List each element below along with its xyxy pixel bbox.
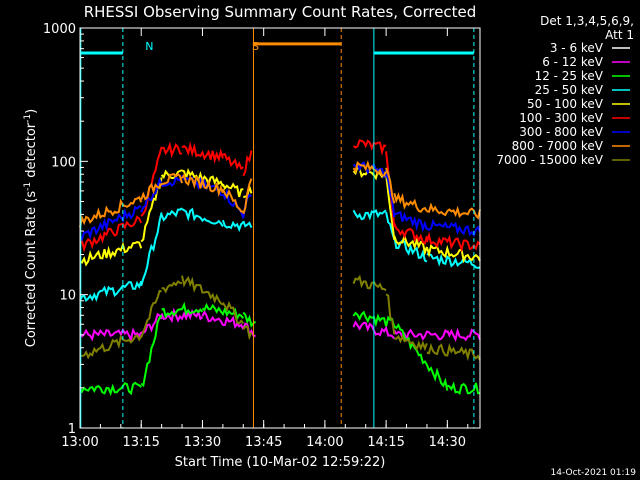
y-tick-label-2: 100 xyxy=(51,155,76,170)
y-tick-label-3: 1000 xyxy=(43,22,76,37)
x-tick-label-0: 13:00 xyxy=(61,435,98,450)
x-tick-label-2: 13:30 xyxy=(184,435,221,450)
x-tick-label-5: 14:15 xyxy=(367,435,404,450)
chart-title: RHESSI Observing Summary Count Rates, Co… xyxy=(84,3,477,21)
x-axis: 13:00 13:15 13:30 13:45 14:00 14:15 14:30 xyxy=(61,28,469,450)
legend-header-2: Att 1 xyxy=(605,28,634,42)
legend-label-7: 800 - 7000 keV xyxy=(512,139,604,153)
series-line-8 xyxy=(79,274,481,362)
y-axis-label: Corrected Count Rate (s-1 detector-1) xyxy=(23,109,39,347)
legend-label-2: 12 - 25 keV xyxy=(535,69,604,83)
x-tick-label-4: 14:00 xyxy=(306,435,343,450)
legend-label-6: 300 - 800 keV xyxy=(519,125,603,139)
series-line-7 xyxy=(79,160,481,228)
x-tick-label-6: 14:30 xyxy=(429,435,466,450)
legend-label-0: 3 - 6 keV xyxy=(550,41,604,55)
legend-header-1: Det 1,3,4,5,6,9, xyxy=(540,14,634,28)
x-tick-label-1: 13:15 xyxy=(122,435,159,450)
legend-label-1: 6 - 12 keV xyxy=(542,55,604,69)
legend-label-3: 25 - 50 keV xyxy=(535,83,604,97)
footer-date: 14-Oct-2021 01:19 xyxy=(551,468,637,478)
legend-label-4: 50 - 100 keV xyxy=(527,97,604,111)
x-axis-label: Start Time (10-Mar-02 12:59:22) xyxy=(175,455,386,470)
y-axis: 1 10 100 1000 xyxy=(43,22,88,437)
y-tick-label-0: 1 xyxy=(68,422,76,437)
legend-label-5: 100 - 300 keV xyxy=(519,111,603,125)
y-tick-label-1: 10 xyxy=(59,289,76,304)
annotation-0: N xyxy=(145,40,153,53)
x-tick-label-3: 13:45 xyxy=(245,435,282,450)
legend-label-8: 7000 - 15000 keV xyxy=(496,153,603,167)
series-line-3 xyxy=(79,207,481,303)
annotation-1: S xyxy=(252,40,259,53)
plot-frame xyxy=(79,27,481,429)
